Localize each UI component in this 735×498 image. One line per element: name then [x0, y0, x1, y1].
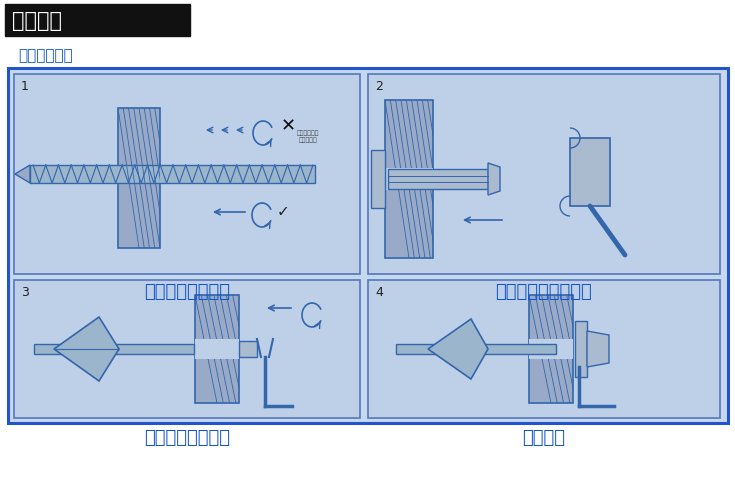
Bar [118, 108, 160, 248]
Text: 轻轻锤入金属套管: 轻轻锤入金属套管 [144, 429, 230, 447]
Polygon shape [428, 319, 488, 379]
Text: 常规安装方式: 常规安装方式 [18, 48, 73, 64]
Polygon shape [54, 317, 119, 381]
Bar [5, 4, 190, 36]
Bar [529, 339, 573, 359]
Text: 请勿用冲击成: 请勿用冲击成 [297, 130, 319, 135]
Text: 使用旋转钻孔方式: 使用旋转钻孔方式 [144, 283, 230, 301]
Bar [30, 165, 315, 183]
Bar [368, 280, 720, 418]
Polygon shape [488, 163, 500, 195]
Text: 安装说明: 安装说明 [12, 11, 62, 31]
Bar [195, 295, 239, 403]
Text: ✓: ✓ [276, 205, 290, 220]
Text: 安装完毕: 安装完毕 [523, 429, 565, 447]
Bar [239, 341, 257, 357]
Bar [385, 100, 433, 258]
Bar [529, 295, 573, 403]
Bar [368, 74, 720, 274]
Polygon shape [15, 165, 30, 183]
Bar [34, 344, 194, 354]
Text: ✕: ✕ [281, 117, 295, 135]
Bar [570, 138, 610, 206]
Text: 2: 2 [375, 80, 383, 93]
Bar [14, 74, 360, 274]
Bar [385, 168, 433, 190]
Bar [388, 169, 488, 189]
Bar [396, 344, 556, 354]
Text: 锤方式钻孔: 锤方式钻孔 [298, 137, 318, 142]
Bar [195, 339, 239, 359]
Bar [8, 68, 728, 423]
Bar [14, 280, 360, 418]
Polygon shape [587, 331, 609, 367]
Text: 螺钉穿过安装件拧入: 螺钉穿过安装件拧入 [495, 283, 592, 301]
Bar [371, 150, 385, 208]
Text: 4: 4 [375, 285, 383, 298]
Bar [575, 321, 587, 377]
Text: 1: 1 [21, 80, 29, 93]
Text: 3: 3 [21, 285, 29, 298]
